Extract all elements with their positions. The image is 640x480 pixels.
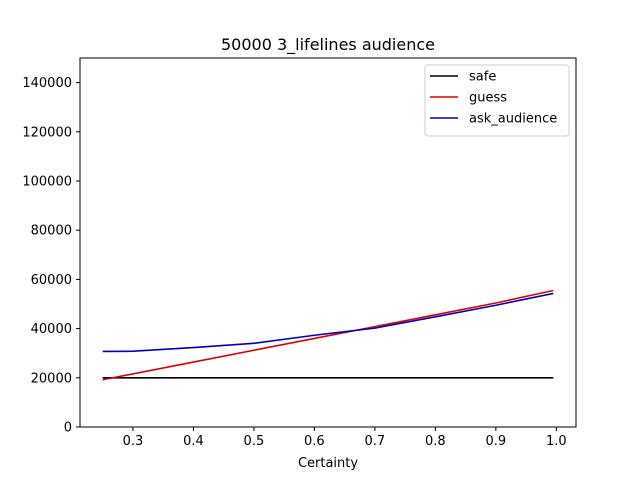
y-tick-label: 80000 <box>31 224 72 239</box>
y-tick-label: 40000 <box>31 322 72 337</box>
y-tick-label: 0 <box>64 421 72 436</box>
legend: safe guess ask_audience <box>424 64 570 137</box>
x-tick-label: 0.3 <box>123 434 144 449</box>
x-tick-label: 0.9 <box>486 434 507 449</box>
series-line-ask-audience <box>102 292 554 353</box>
x-tick-label: 0.7 <box>365 434 386 449</box>
legend-label: ask_audience <box>469 112 557 127</box>
series-line-guess <box>102 289 554 381</box>
x-tick-label: 0.8 <box>425 434 446 449</box>
plot-area-frame <box>79 57 577 428</box>
x-tick-label: 0.4 <box>183 434 204 449</box>
x-axis: 0.3 0.4 0.5 0.6 0.7 0.8 0.9 1.0 <box>123 427 567 449</box>
y-tick-label: 60000 <box>31 273 72 288</box>
x-tick-label: 0.6 <box>304 434 325 449</box>
y-tick-label: 100000 <box>22 175 72 190</box>
legend-label: safe <box>469 70 496 85</box>
x-axis-label: Certainty <box>298 456 358 471</box>
chart-title: 50000 3_lifelines audience <box>221 35 435 55</box>
legend-box <box>424 64 570 137</box>
y-axis: 0 20000 40000 60000 80000 100000 120000 140000 <box>22 76 80 436</box>
x-tick-label: 1.0 <box>546 434 567 449</box>
legend-label: guess <box>469 91 507 106</box>
x-tick-label: 0.5 <box>244 434 265 449</box>
series-layer <box>102 289 554 381</box>
y-tick-label: 20000 <box>31 371 72 386</box>
y-tick-label: 120000 <box>22 125 72 140</box>
y-tick-label: 140000 <box>22 76 72 91</box>
